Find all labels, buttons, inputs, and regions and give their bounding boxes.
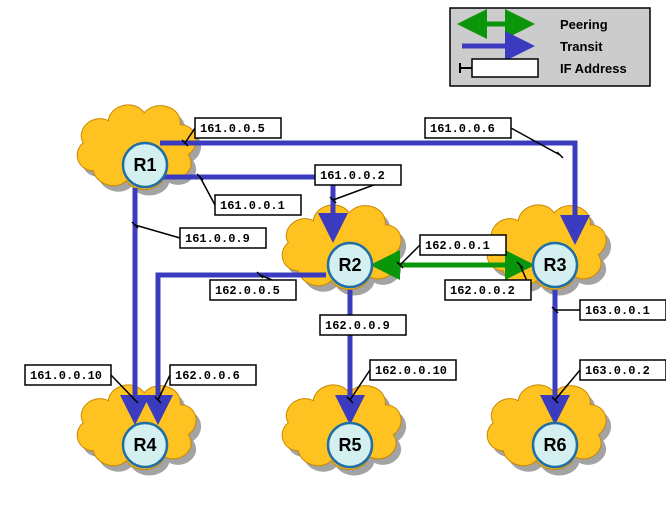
ip-leader — [135, 225, 180, 238]
ip-text-r1r4a-from: 161.0.0.9 — [185, 232, 250, 246]
legend-peering-label: Peering — [560, 17, 608, 32]
legend-transit-label: Transit — [560, 39, 603, 54]
ip-text-r2r4-from: 162.0.0.5 — [215, 284, 280, 298]
router-label-r6: R6 — [543, 435, 566, 455]
ip-tick — [557, 152, 563, 158]
router-label-r1: R1 — [133, 155, 156, 175]
router-label-r5: R5 — [338, 435, 361, 455]
ip-text-r3r6-from: 163.0.0.1 — [585, 304, 650, 318]
ip-text-r3r6-to: 163.0.0.2 — [585, 364, 650, 378]
ip-text-r1r2-from: 161.0.0.1 — [220, 199, 285, 213]
ip-text-r1r3-to: 161.0.0.6 — [430, 122, 495, 136]
ip-text-r1r2-to: 161.0.0.2 — [320, 169, 385, 183]
ip-text-r2r3-from: 162.0.0.1 — [425, 239, 490, 253]
ip-text-r2r5-from: 162.0.0.9 — [325, 319, 390, 333]
ip-text-r2r5-to: 162.0.0.10 — [375, 364, 447, 378]
router-label-r4: R4 — [133, 435, 156, 455]
legend-if-label: IF Address — [560, 61, 627, 76]
legend: Peering Transit IF Address — [450, 8, 650, 86]
ip-text-r1r4a-to: 161.0.0.10 — [30, 369, 102, 383]
router-label-r3: R3 — [543, 255, 566, 275]
legend-if-box — [472, 59, 538, 77]
router-label-r2: R2 — [338, 255, 361, 275]
ip-text-r2r3-to: 162.0.0.2 — [450, 284, 515, 298]
ip-text-r2r4-to: 162.0.0.6 — [175, 369, 240, 383]
ip-text-r1r3-from: 161.0.0.5 — [200, 122, 265, 136]
ip-leader — [200, 177, 215, 205]
network-diagram: R1 R2 R3 R4 R5 R6 161.0.0.5 161.0.0.6 161.0.0.1 1… — [0, 0, 666, 511]
